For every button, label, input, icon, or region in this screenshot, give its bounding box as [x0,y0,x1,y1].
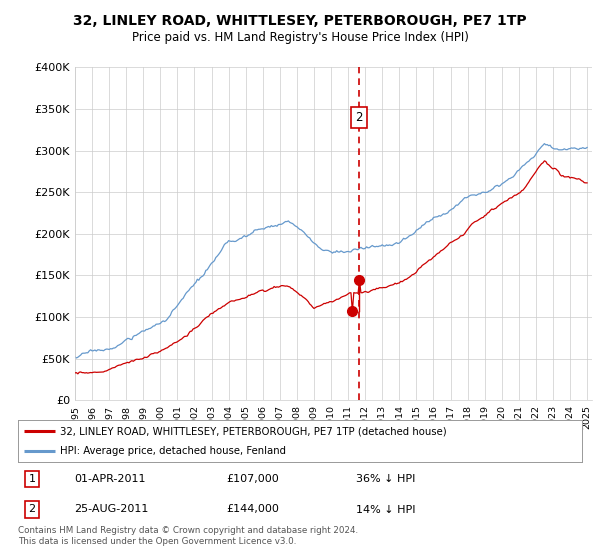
Text: HPI: Average price, detached house, Fenland: HPI: Average price, detached house, Fenl… [60,446,286,456]
Text: Contains HM Land Registry data © Crown copyright and database right 2024.
This d: Contains HM Land Registry data © Crown c… [18,526,358,546]
Text: 25-AUG-2011: 25-AUG-2011 [74,505,149,515]
Text: 32, LINLEY ROAD, WHITTLESEY, PETERBOROUGH, PE7 1TP: 32, LINLEY ROAD, WHITTLESEY, PETERBOROUG… [73,14,527,28]
Text: 14% ↓ HPI: 14% ↓ HPI [356,505,416,515]
Text: 36% ↓ HPI: 36% ↓ HPI [356,474,416,484]
Text: Price paid vs. HM Land Registry's House Price Index (HPI): Price paid vs. HM Land Registry's House … [131,31,469,44]
Text: 32, LINLEY ROAD, WHITTLESEY, PETERBOROUGH, PE7 1TP (detached house): 32, LINLEY ROAD, WHITTLESEY, PETERBOROUG… [60,426,447,436]
Text: 2: 2 [355,111,363,124]
Text: 2: 2 [29,505,35,515]
Text: 01-APR-2011: 01-APR-2011 [74,474,146,484]
Text: £107,000: £107,000 [227,474,280,484]
Text: 1: 1 [29,474,35,484]
Text: £144,000: £144,000 [227,505,280,515]
